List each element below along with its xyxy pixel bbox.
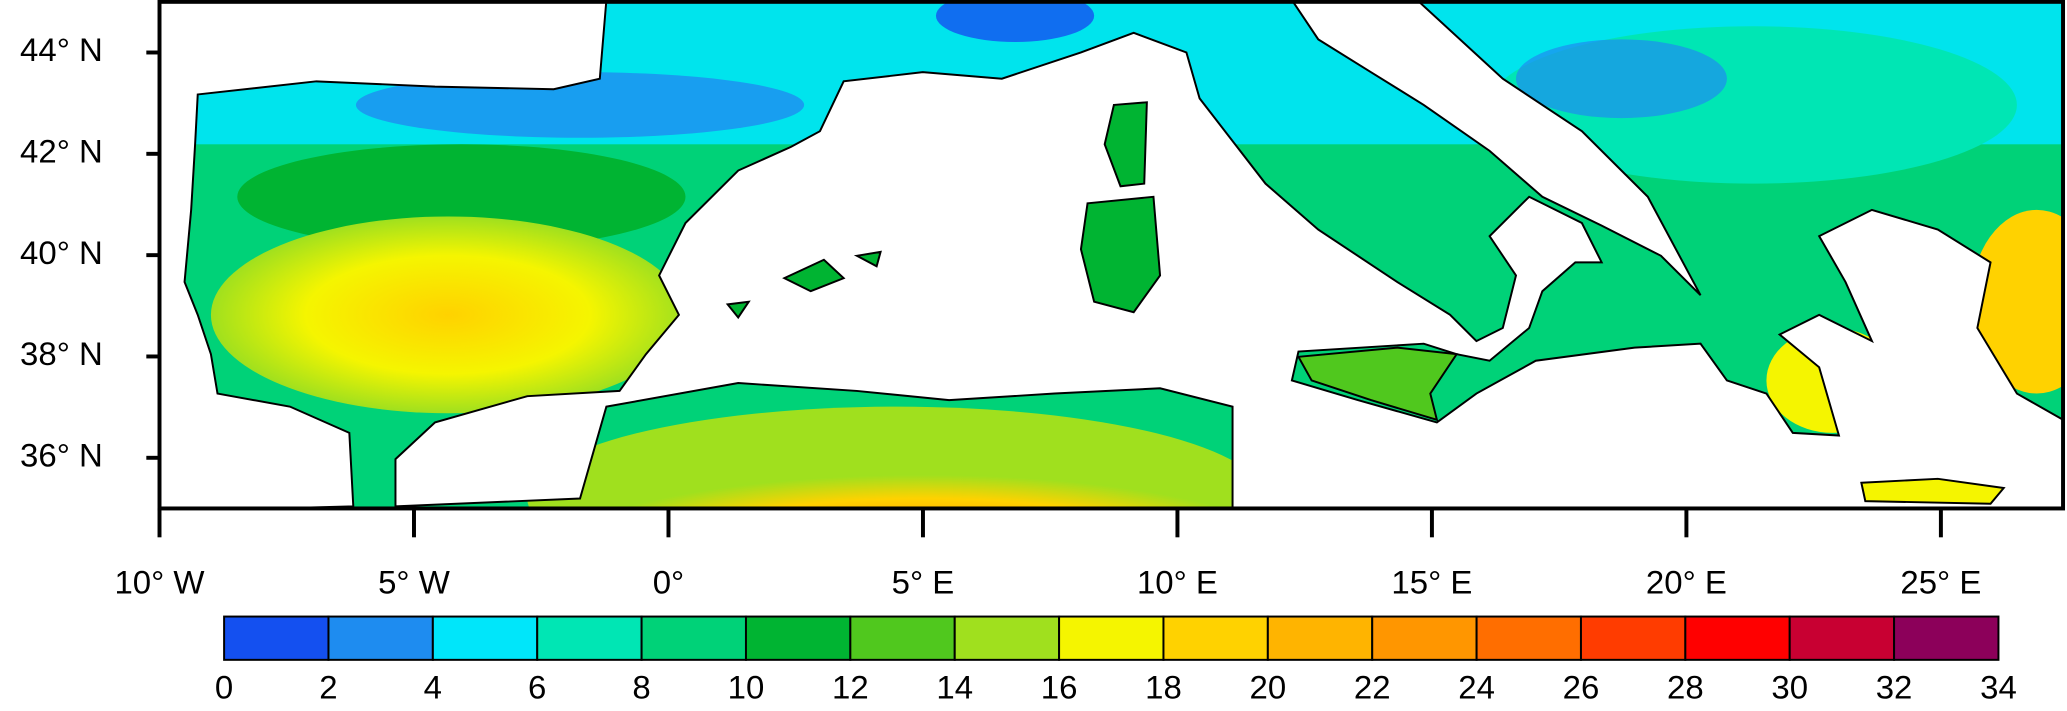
- colorbar-label: 14: [936, 669, 973, 706]
- atlantic-sea: [159, 1, 608, 509]
- colorbar-segment: [1162, 615, 1269, 661]
- colorbar-label: 24: [1458, 669, 1495, 706]
- colorbar-label: 12: [832, 669, 869, 706]
- colorbar-label: 8: [632, 669, 650, 706]
- colorbar-label: 26: [1563, 669, 1600, 706]
- x-tick-label: 10° W: [114, 564, 204, 601]
- mild-zone: [237, 144, 686, 250]
- y-tick-label: 36° N: [20, 437, 103, 474]
- colorbar-segment: [223, 615, 330, 661]
- colorbar-segment: [1266, 615, 1374, 661]
- colorbar-segment: [1579, 615, 1687, 661]
- x-tick-label: 20° E: [1646, 564, 1727, 601]
- colorbar-label: 4: [424, 669, 442, 706]
- colorbar-segment: [536, 615, 643, 661]
- colorbar-label: 28: [1667, 669, 1704, 706]
- colorbar-segment: [640, 615, 747, 661]
- x-tick-label: 0°: [653, 564, 684, 601]
- y-tick-label: 38° N: [20, 335, 103, 372]
- cool-zone: [1515, 39, 1727, 119]
- colorbar-label: 22: [1354, 669, 1391, 706]
- y-tick-label: 42° N: [20, 133, 103, 170]
- colorbar-label: 30: [1771, 669, 1808, 706]
- mediterranean-sea: [394, 31, 2064, 509]
- sardinia: [1079, 195, 1162, 314]
- colorbar-segment: [1893, 615, 2000, 661]
- x-tick-label: 25° E: [1900, 564, 1981, 601]
- colorbar-segment: [744, 615, 852, 661]
- colorbar-segment: [1475, 615, 1582, 661]
- colorbar-segment: [1788, 615, 1896, 661]
- x-tick-label: 5° E: [892, 564, 955, 601]
- colorbar-segment: [327, 615, 434, 661]
- balearic-islands: [725, 250, 882, 320]
- warm-zone: [1970, 209, 2064, 394]
- colorbar-label: 10: [728, 669, 765, 706]
- colorbar-segment: [849, 615, 956, 661]
- colorbar-label: 0: [215, 669, 233, 706]
- sicily: [1296, 346, 1459, 422]
- y-tick-label: 44° N: [20, 31, 103, 68]
- x-tick-label: 5° W: [378, 564, 450, 601]
- colorbar-label: 16: [1041, 669, 1078, 706]
- colorbar-label: 18: [1145, 669, 1182, 706]
- colorbar-segment: [1058, 615, 1165, 661]
- x-tick-label: 10° E: [1137, 564, 1218, 601]
- crete: [1860, 477, 2006, 505]
- warm-zone: [210, 216, 686, 414]
- colorbar-label: 20: [1250, 669, 1287, 706]
- x-tick-label: 15° E: [1391, 564, 1472, 601]
- colorbar-segment: [1684, 615, 1791, 661]
- corsica: [1103, 101, 1148, 188]
- hot-zone: [593, 427, 1253, 509]
- colorbar-segment: [1371, 615, 1478, 661]
- colorbar-label: 32: [1876, 669, 1913, 706]
- colorbar-segment: [431, 615, 539, 661]
- adriatic-sea: [1291, 1, 1702, 296]
- colorbar-label: 34: [1980, 669, 2017, 706]
- cool-zone: [355, 72, 805, 138]
- cool-zone: [935, 1, 1095, 42]
- y-tick-label: 40° N: [20, 234, 103, 271]
- colorbar-label: 2: [319, 669, 337, 706]
- colorbar-segment: [953, 615, 1061, 661]
- map-field: [159, 1, 2064, 509]
- colorbar-label: 6: [528, 669, 546, 706]
